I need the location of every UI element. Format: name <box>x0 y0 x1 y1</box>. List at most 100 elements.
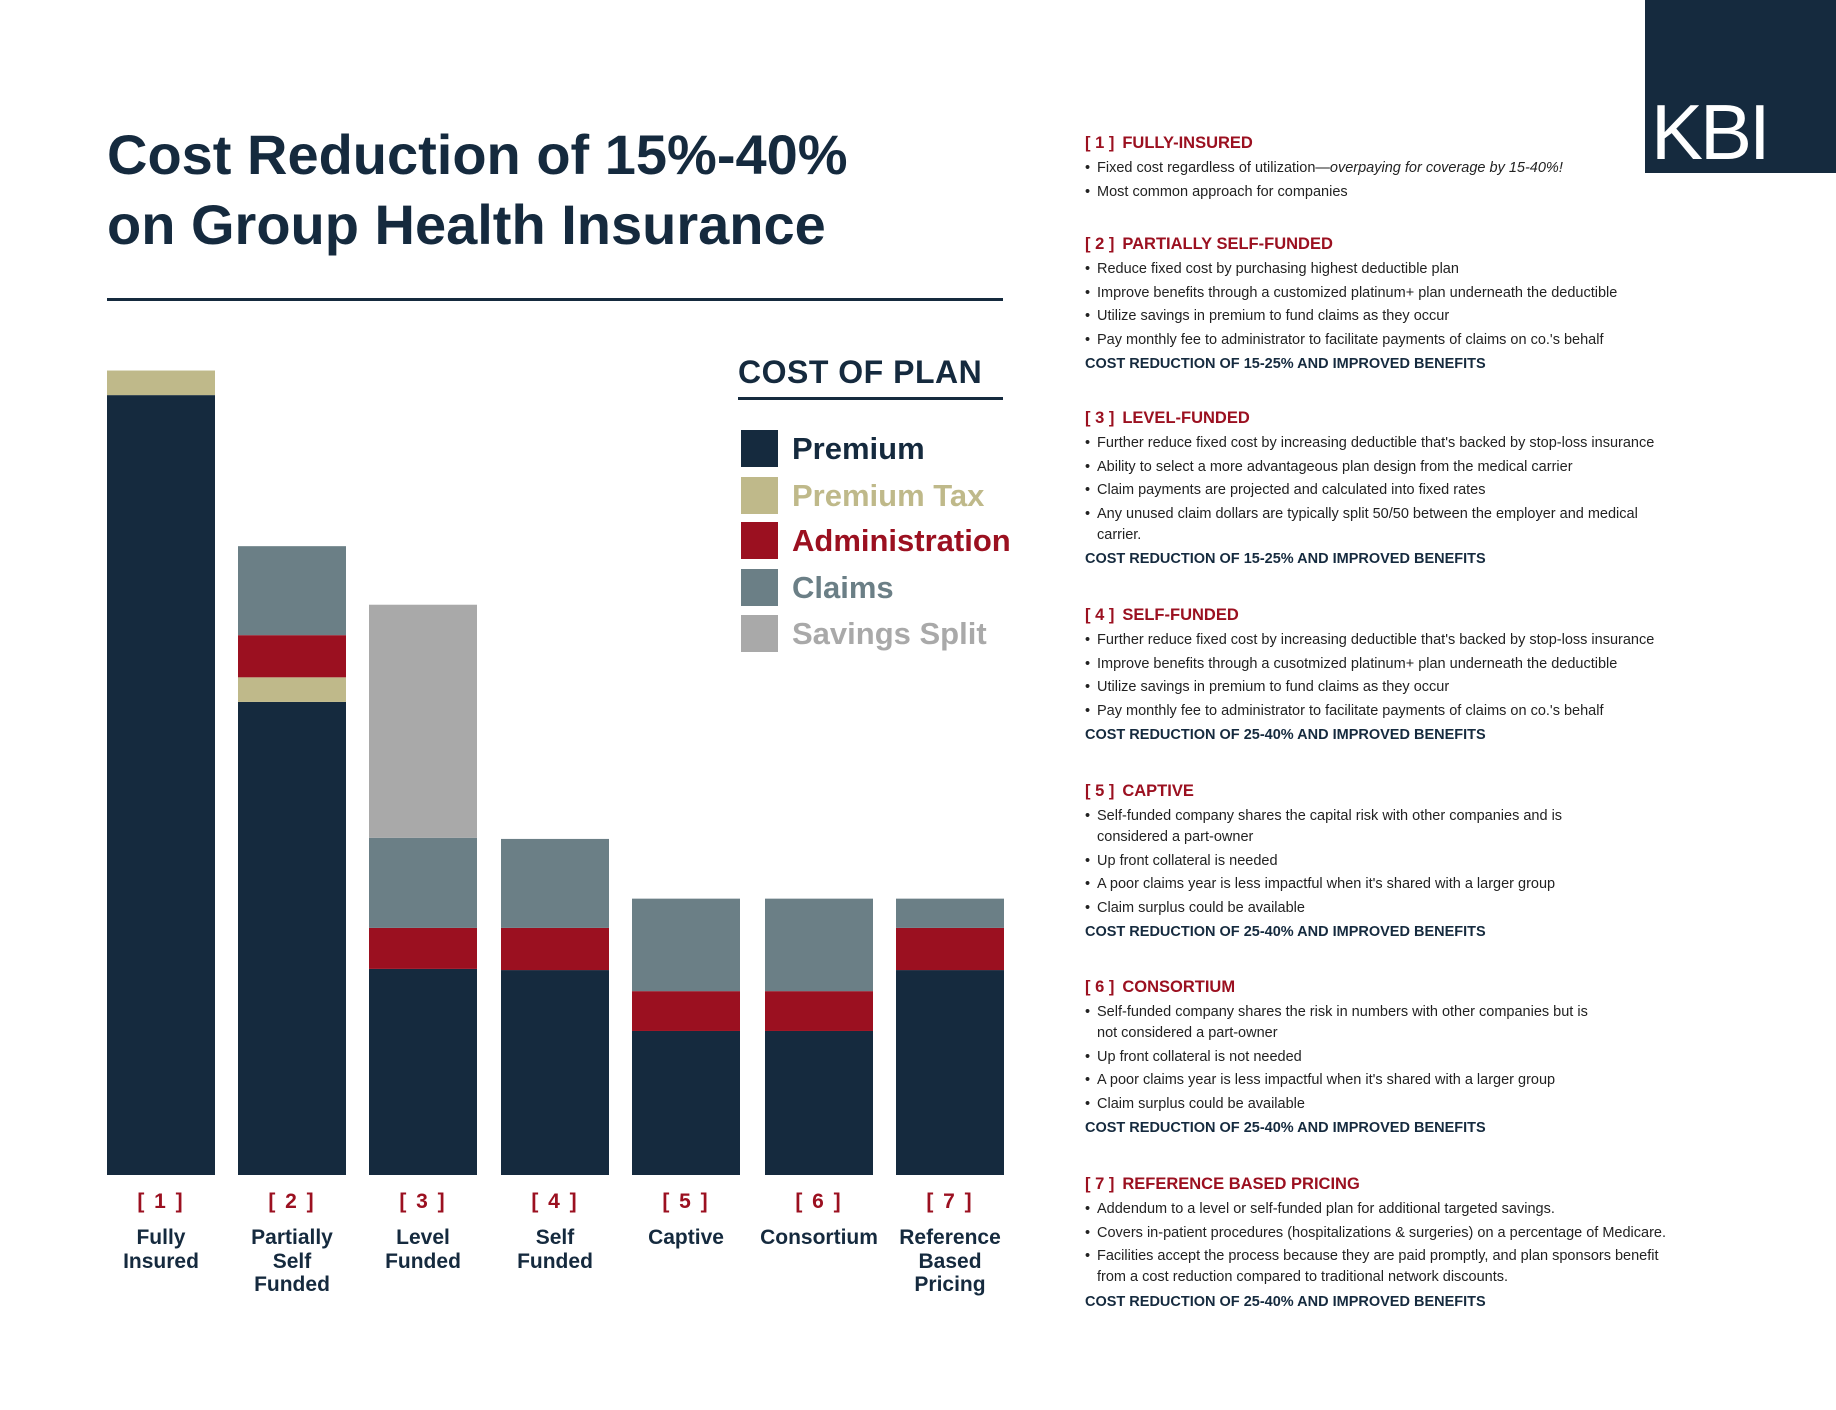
brand-block: KBI <box>1645 0 1836 173</box>
plan-title: SELF-FUNDED <box>1122 606 1239 624</box>
category-number: [ 6 ] <box>795 1190 843 1213</box>
bullet: Utilize savings in premium to fund claim… <box>1085 306 1825 327</box>
plan-heading: [ 3 ] LEVEL-FUNDED <box>1085 406 1825 431</box>
category-number: [ 5 ] <box>662 1190 710 1213</box>
bullet: Claim surplus could be available <box>1085 898 1825 919</box>
plan-heading: [ 4 ] SELF-FUNDED <box>1085 603 1825 628</box>
plan-heading: [ 1 ] FULLY-INSURED <box>1085 131 1825 156</box>
bar-segment <box>501 838 609 928</box>
bullet: Up front collateral is needed <box>1085 851 1825 872</box>
bullet: Improve benefits through a customized pl… <box>1085 283 1825 304</box>
bar-segment <box>238 677 346 702</box>
plan-title: CAPTIVE <box>1122 782 1194 800</box>
plan-section: [ 3 ] LEVEL-FUNDED Further reduce fixed co… <box>1085 406 1825 571</box>
category-label: Consortium <box>760 1226 878 1249</box>
bullet: Most common approach for companies <box>1085 182 1825 203</box>
plan-heading: [ 7 ] REFERENCE BASED PRICING <box>1085 1172 1825 1197</box>
plan-number: [ 7 ] <box>1085 1175 1115 1193</box>
legend-label: Savings Split <box>792 616 987 651</box>
category-number: [ 3 ] <box>399 1190 447 1213</box>
plan-summary: COST REDUCTION OF 15-25% AND IMPROVED BE… <box>1085 551 1486 567</box>
legend-rule <box>738 397 1003 400</box>
category-number: [ 2 ] <box>268 1190 316 1213</box>
bar-segment <box>107 370 215 396</box>
category-label: Reference Based Pricing <box>899 1226 1001 1296</box>
plan-summary: COST REDUCTION OF 25-40% AND IMPROVED BE… <box>1085 1120 1486 1136</box>
bar-segment <box>107 395 215 1175</box>
bar-segment <box>765 1030 873 1175</box>
plan-title: REFERENCE BASED PRICING <box>1122 1175 1360 1193</box>
plan-number: [ 5 ] <box>1085 782 1115 800</box>
legend-label: Claims <box>792 570 894 605</box>
legend-label: Administration <box>792 523 1011 558</box>
bar-segment <box>369 604 477 838</box>
plan-heading: [ 6 ] CONSORTIUM <box>1085 975 1825 1000</box>
plan-title: FULLY-INSURED <box>1122 134 1253 152</box>
legend-swatch <box>741 477 778 514</box>
bullet: Pay monthly fee to administrator to faci… <box>1085 330 1825 351</box>
legend-swatch <box>741 615 778 652</box>
legend-swatch <box>741 569 778 606</box>
bullet: Facilities accept the process because th… <box>1085 1246 1825 1288</box>
bullet-text: Fixed cost regardless of utilization— <box>1097 160 1330 176</box>
category-number: [ 1 ] <box>137 1190 185 1213</box>
plan-section: [ 4 ] SELF-FUNDED Further reduce fixed cos… <box>1085 603 1825 747</box>
bullet-emphasis: overpaying for coverage by 15-40%! <box>1329 160 1563 176</box>
category-label: Captive <box>648 1226 724 1249</box>
plan-heading: [ 2 ] PARTIALLY SELF-FUNDED <box>1085 232 1825 257</box>
plan-title: PARTIALLY SELF-FUNDED <box>1122 235 1333 253</box>
bar-segment <box>238 635 346 678</box>
plan-section: [ 2 ] PARTIALLY SELF-FUNDED Reduce fixed c… <box>1085 232 1825 376</box>
category-number: [ 4 ] <box>531 1190 579 1213</box>
bar-segment <box>632 991 740 1031</box>
bar-segment <box>896 927 1004 971</box>
bar-segment <box>632 898 740 992</box>
bullet: Improve benefits through a cusotmized pl… <box>1085 654 1825 675</box>
plan-number: [ 6 ] <box>1085 978 1115 996</box>
bullet: Ability to select a more advantageous pl… <box>1085 457 1825 478</box>
plan-title: LEVEL-FUNDED <box>1122 409 1250 427</box>
bullet: Further reduce fixed cost by increasing … <box>1085 630 1825 651</box>
legend-label: Premium Tax <box>792 478 985 513</box>
bullet: Addendum to a level or self-funded plan … <box>1085 1199 1825 1220</box>
bar-segment <box>369 968 477 1175</box>
plan-number: [ 2 ] <box>1085 235 1115 253</box>
bullet: Self-funded company shares the risk in n… <box>1085 1002 1825 1044</box>
plan-title: CONSORTIUM <box>1122 978 1236 996</box>
bar-segment <box>896 898 1004 928</box>
plan-section: [ 5 ] CAPTIVE Self-funded company shares t… <box>1085 779 1825 944</box>
plan-number: [ 4 ] <box>1085 606 1115 624</box>
bar-segment <box>765 898 873 992</box>
bar-segment <box>369 837 477 928</box>
bar-segment <box>501 970 609 1175</box>
bullet: Reduce fixed cost by purchasing highest … <box>1085 259 1825 280</box>
bullet: Claim payments are projected and calcula… <box>1085 480 1825 501</box>
bar-segment <box>369 927 477 969</box>
plan-section: [ 7 ] REFERENCE BASED PRICING Addendum to … <box>1085 1172 1825 1314</box>
title-rule <box>107 298 1003 301</box>
bullet: Fixed cost regardless of utilization—ove… <box>1085 158 1825 179</box>
legend-title: COST OF PLAN <box>738 354 983 390</box>
plan-number: [ 1 ] <box>1085 134 1115 152</box>
title: Cost Reduction of 15%-40% on Group Healt… <box>107 123 848 256</box>
bullet: Up front collateral is not needed <box>1085 1047 1825 1068</box>
plan-number: [ 3 ] <box>1085 409 1115 427</box>
bullet: A poor claims year is less impactful whe… <box>1085 1070 1825 1091</box>
bar-segment <box>896 970 1004 1175</box>
bullet: Utilize savings in premium to fund claim… <box>1085 677 1825 698</box>
bullet: Any unused claim dollars are typically s… <box>1085 504 1825 546</box>
legend-swatch <box>741 522 778 559</box>
category-label: Level Funded <box>385 1226 461 1273</box>
category-number: [ 7 ] <box>926 1190 974 1213</box>
plan-section: [ 6 ] CONSORTIUM Self-funded company share… <box>1085 975 1825 1140</box>
plan-summary: COST REDUCTION OF 25-40% AND IMPROVED BE… <box>1085 1293 1486 1310</box>
bar-segment <box>501 927 609 971</box>
bar-segment <box>238 546 346 636</box>
legend-swatch <box>741 430 778 467</box>
plan-section: [ 1 ] FULLY-INSURED Fixed cost regardless … <box>1085 131 1825 205</box>
bar-segment <box>632 1030 740 1175</box>
bullet: A poor claims year is less impactful whe… <box>1085 874 1825 895</box>
bullet: Claim surplus could be available <box>1085 1094 1825 1115</box>
